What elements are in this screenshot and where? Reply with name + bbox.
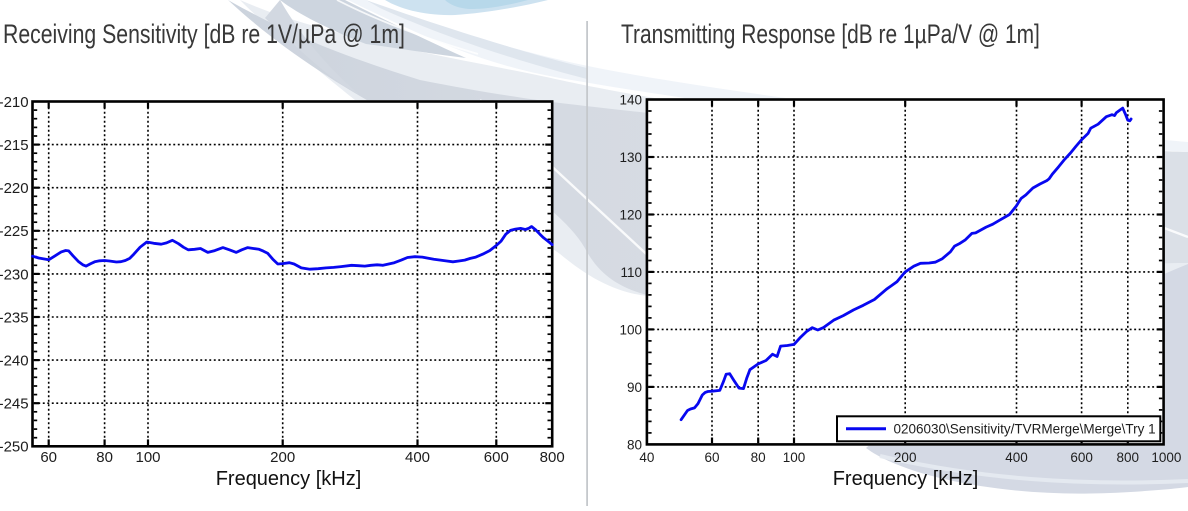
svg-text:120: 120 — [619, 207, 642, 222]
svg-text:-250: -250 — [0, 439, 29, 456]
svg-text:400: 400 — [1005, 450, 1028, 465]
svg-text:600: 600 — [1070, 450, 1093, 465]
svg-text:-210: -210 — [0, 94, 29, 111]
svg-text:1000: 1000 — [1151, 450, 1181, 465]
svg-text:Frequency [kHz]: Frequency [kHz] — [216, 468, 362, 490]
svg-text:-220: -220 — [0, 180, 29, 197]
svg-text:110: 110 — [620, 265, 642, 280]
svg-text:140: 140 — [619, 92, 642, 107]
svg-text:100: 100 — [135, 449, 160, 466]
svg-text:60: 60 — [40, 449, 57, 466]
svg-text:200: 200 — [270, 449, 295, 466]
svg-text:400: 400 — [405, 449, 430, 466]
svg-text:Transmitting Response [dB re 1: Transmitting Response [dB re 1µPa/V @ 1m… — [621, 19, 1040, 49]
svg-text:130: 130 — [619, 150, 642, 165]
svg-text:80: 80 — [96, 449, 113, 466]
svg-text:0206030\Sensitivity/TVRMerge\M: 0206030\Sensitivity/TVRMerge\Merge\Try 1 — [894, 421, 1156, 436]
svg-text:200: 200 — [894, 450, 917, 465]
svg-text:-215: -215 — [0, 137, 29, 154]
svg-text:-225: -225 — [0, 223, 29, 240]
svg-text:Frequency [kHz]: Frequency [kHz] — [833, 468, 979, 490]
svg-text:80: 80 — [751, 450, 766, 465]
svg-text:600: 600 — [484, 449, 509, 466]
svg-text:60: 60 — [704, 450, 719, 465]
svg-text:800: 800 — [1117, 450, 1140, 465]
svg-text:Receiving Sensitivity [dB re 1: Receiving Sensitivity [dB re 1V/µPa @ 1m… — [3, 20, 405, 50]
svg-text:40: 40 — [639, 450, 654, 465]
svg-text:-240: -240 — [0, 353, 29, 370]
svg-text:-230: -230 — [0, 266, 29, 283]
svg-text:90: 90 — [627, 380, 642, 395]
svg-text:-235: -235 — [0, 309, 29, 326]
svg-text:80: 80 — [627, 437, 642, 452]
svg-text:800: 800 — [540, 449, 565, 466]
svg-text:100: 100 — [783, 450, 806, 465]
svg-text:100: 100 — [619, 322, 642, 337]
svg-text:-245: -245 — [0, 396, 29, 413]
